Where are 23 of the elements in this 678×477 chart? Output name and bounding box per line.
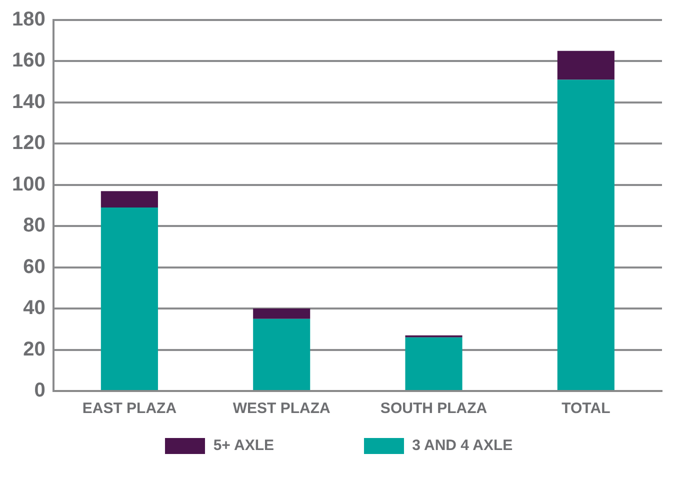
y-tick-label: 60 bbox=[23, 256, 46, 278]
bar bbox=[405, 337, 462, 390]
x-tick-label: EAST PLAZA bbox=[82, 400, 177, 418]
x-tick-label: SOUTH PLAZA bbox=[380, 400, 488, 418]
bar bbox=[100, 208, 158, 390]
y-tick-label: 160 bbox=[12, 50, 46, 72]
legend-label: 5+ AXLE bbox=[213, 437, 274, 454]
y-tick-label: 180 bbox=[12, 8, 46, 31]
x-tick-label: TOTAL bbox=[562, 400, 610, 418]
y-tick-label: 20 bbox=[23, 338, 46, 360]
bar bbox=[100, 191, 158, 208]
x-tick-label: WEST PLAZA bbox=[232, 400, 331, 418]
y-tick-label: 100 bbox=[12, 173, 46, 196]
y-tick-label: 0 bbox=[34, 380, 46, 402]
y-tick-label: 40 bbox=[23, 297, 46, 320]
bar bbox=[557, 50, 614, 80]
y-tick-label: 140 bbox=[12, 90, 46, 113]
y-tick-label: 80 bbox=[23, 214, 46, 237]
y-tick-label: 120 bbox=[12, 132, 46, 154]
legend-label: 3 AND 4 AXLE bbox=[412, 437, 513, 454]
bar bbox=[253, 308, 310, 319]
bar bbox=[253, 318, 310, 390]
bar bbox=[557, 80, 614, 390]
